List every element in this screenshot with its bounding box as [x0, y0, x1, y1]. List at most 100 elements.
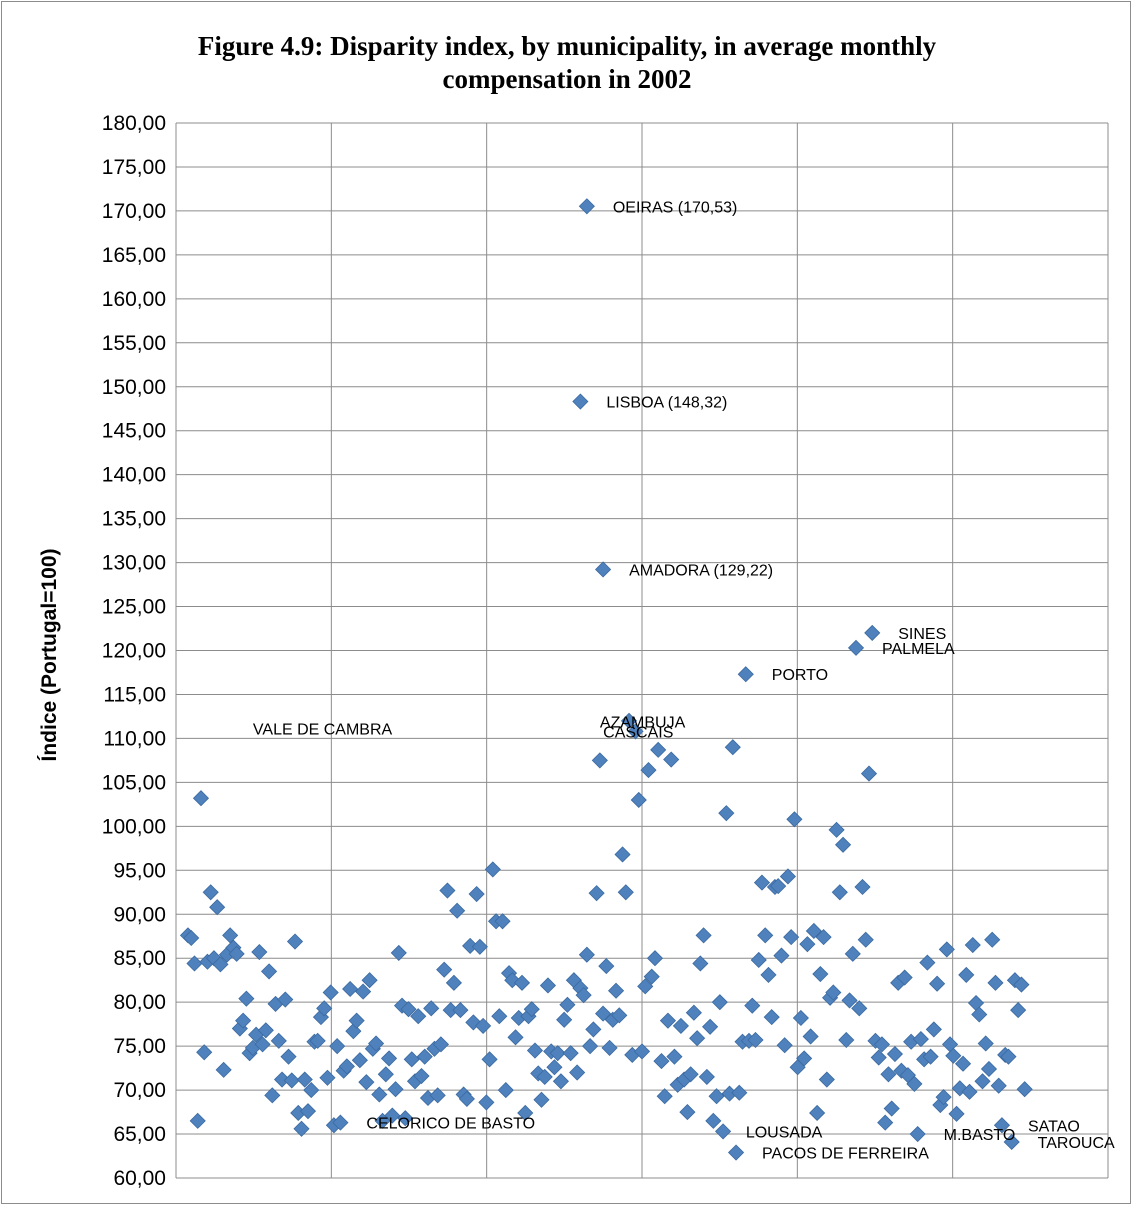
y-tick-label: 130,00	[102, 552, 166, 575]
data-point	[954, 1055, 972, 1072]
data-point	[802, 1028, 819, 1045]
data-point	[685, 1004, 702, 1021]
data-point	[919, 954, 936, 971]
data-point	[458, 1090, 475, 1107]
data-point	[552, 1073, 569, 1090]
data-point	[319, 1069, 336, 1086]
data-point	[380, 1050, 398, 1067]
y-tick-label: 115,00	[103, 683, 166, 706]
data-point	[818, 1071, 835, 1088]
data-point	[880, 1066, 897, 1083]
data-point	[403, 1051, 420, 1068]
y-tick-label: 90,00	[113, 903, 166, 926]
data-point	[883, 1100, 900, 1117]
data-point	[708, 1088, 725, 1105]
data-point	[646, 950, 664, 967]
data-point	[517, 1104, 534, 1122]
data-point	[546, 1059, 563, 1076]
data-point	[559, 996, 576, 1013]
y-tick-label: 60,00	[113, 1167, 166, 1190]
data-point	[851, 1000, 868, 1017]
y-axis-label: Índice (Portugal=100)	[38, 549, 61, 762]
data-point	[971, 1006, 988, 1023]
data-point	[497, 1082, 514, 1099]
data-point	[760, 966, 777, 983]
data-point	[228, 945, 245, 962]
data-point	[689, 1030, 706, 1047]
data-point	[757, 927, 774, 944]
data-point	[273, 1071, 291, 1088]
data-point	[731, 1084, 748, 1101]
data-point	[870, 1049, 887, 1066]
data-point	[468, 885, 485, 903]
data-point	[614, 846, 631, 863]
y-tick-label: 150,00	[102, 376, 166, 399]
data-point	[338, 1058, 355, 1075]
data-point	[215, 1061, 232, 1078]
y-tick-label: 95,00	[113, 859, 166, 882]
data-point	[371, 1086, 388, 1103]
point-label: TAROUCA	[1038, 1135, 1115, 1152]
data-point	[445, 974, 462, 991]
data-point	[770, 878, 787, 895]
data-point	[387, 1081, 404, 1098]
data-point	[588, 885, 605, 902]
data-point	[640, 762, 657, 779]
data-point	[896, 969, 913, 986]
data-point	[715, 1123, 732, 1140]
data-point	[189, 1112, 206, 1129]
data-point	[261, 963, 278, 980]
data-point	[481, 1051, 498, 1068]
data-point	[737, 666, 754, 683]
data-point	[796, 1050, 813, 1067]
y-tick-label: 180,00	[102, 112, 166, 135]
data-point	[838, 1031, 855, 1049]
data-point	[705, 1112, 722, 1129]
data-point	[886, 1045, 904, 1063]
data-point	[873, 1036, 891, 1053]
data-point	[702, 1018, 719, 1035]
data-point	[202, 884, 219, 901]
data-point	[666, 1048, 683, 1065]
data-point	[990, 1077, 1007, 1094]
data-point	[792, 1009, 809, 1027]
data-point	[779, 868, 796, 885]
data-point	[209, 899, 226, 916]
data-point	[815, 929, 832, 946]
data-point	[672, 1017, 689, 1034]
data-point	[783, 929, 800, 946]
y-tick-label: 145,00	[102, 420, 166, 443]
data-point	[964, 936, 981, 954]
data-point	[942, 1036, 959, 1053]
data-point	[847, 639, 865, 656]
data-point	[449, 902, 466, 919]
y-tick-label: 170,00	[102, 200, 166, 223]
data-point	[582, 1038, 599, 1055]
data-point	[342, 980, 359, 998]
data-point	[1010, 1002, 1027, 1019]
data-point	[598, 958, 615, 975]
data-point	[935, 1089, 952, 1106]
data-point	[948, 1105, 965, 1122]
data-point	[513, 974, 531, 991]
data-point	[462, 937, 479, 954]
data-point	[809, 1104, 826, 1122]
y-tick-label: 100,00	[102, 815, 166, 838]
data-point	[591, 752, 608, 769]
data-point	[967, 994, 985, 1012]
y-tick-label: 155,00	[102, 332, 166, 355]
y-tick-label: 70,00	[113, 1079, 166, 1102]
data-point	[834, 836, 852, 853]
chart-title-line-1: Figure 4.9: Disparity index, by municipa…	[197, 31, 937, 61]
point-label: LOUSADA	[746, 1124, 823, 1141]
y-tick-label: 65,00	[113, 1123, 166, 1146]
data-point	[484, 861, 501, 878]
data-point	[656, 1088, 673, 1105]
data-point	[611, 1007, 628, 1024]
data-point	[633, 1043, 651, 1060]
data-point	[958, 966, 975, 983]
data-point	[864, 624, 881, 641]
data-point	[238, 990, 255, 1007]
data-point	[429, 1087, 446, 1104]
data-point	[283, 1072, 300, 1089]
